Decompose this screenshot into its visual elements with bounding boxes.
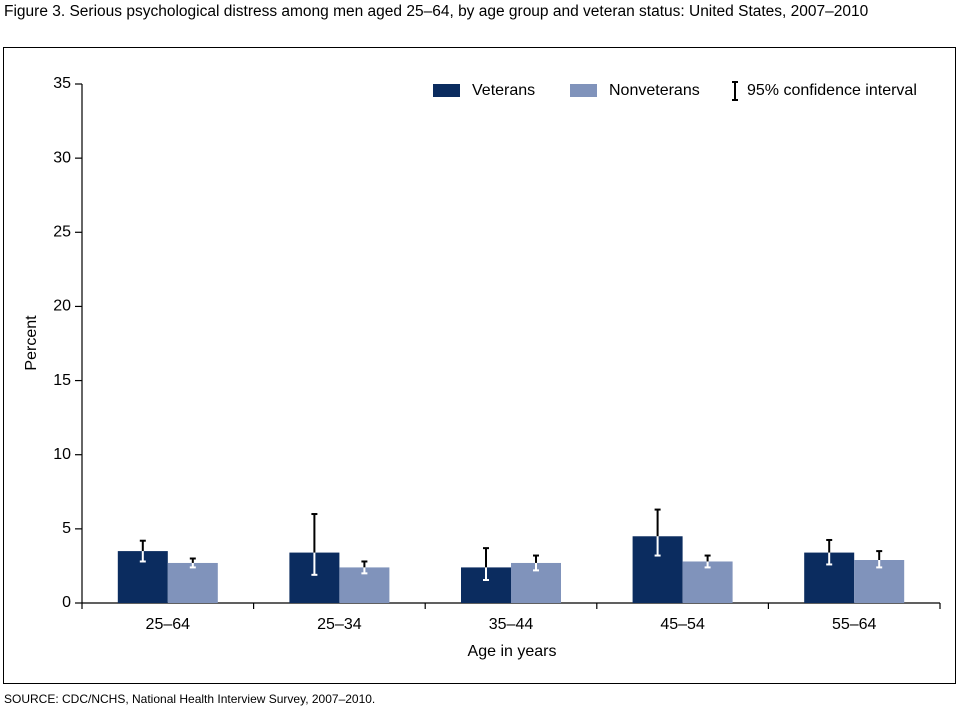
y-tick-label: 35 [53,75,71,92]
bar [167,562,218,603]
error-bar [704,554,711,569]
x-tick-label: 45–54 [660,616,705,633]
legend-label: Nonveterans [609,82,700,99]
error-bar [139,539,146,563]
frame [3,47,956,684]
error-bar [826,538,833,566]
error-bar [189,557,196,569]
x-tick-label: 35–44 [489,616,534,633]
legend-swatch [433,84,460,97]
y-tick-label: 25 [53,224,71,241]
x-axis-label: Age in years [468,643,557,660]
x-tick-label: 25–34 [317,616,362,633]
error-bar [876,550,883,569]
y-tick-label: 15 [53,372,71,389]
legend-label: Veterans [472,82,535,99]
source-note: SOURCE: CDC/NCHS, National Health Interv… [4,692,376,706]
error-bar [654,508,661,557]
error-bar [361,560,368,575]
x-tick-label: 25–64 [146,616,191,633]
error-bar [533,554,539,572]
legend-swatch [570,84,597,97]
y-tick-label: 30 [53,149,71,166]
chart-title: Figure 3. Serious psychological distress… [4,3,869,20]
y-axis-label: Percent [23,315,40,371]
y-tick-label: 20 [53,298,71,315]
y-tick-label: 10 [53,446,71,463]
x-tick-label: 55–64 [832,616,877,633]
error-bar [483,547,489,582]
y-tick-label: 5 [62,520,71,537]
legend-label: 95% confidence interval [747,82,917,99]
y-tick-label: 0 [62,594,71,611]
error-bar [311,513,318,576]
